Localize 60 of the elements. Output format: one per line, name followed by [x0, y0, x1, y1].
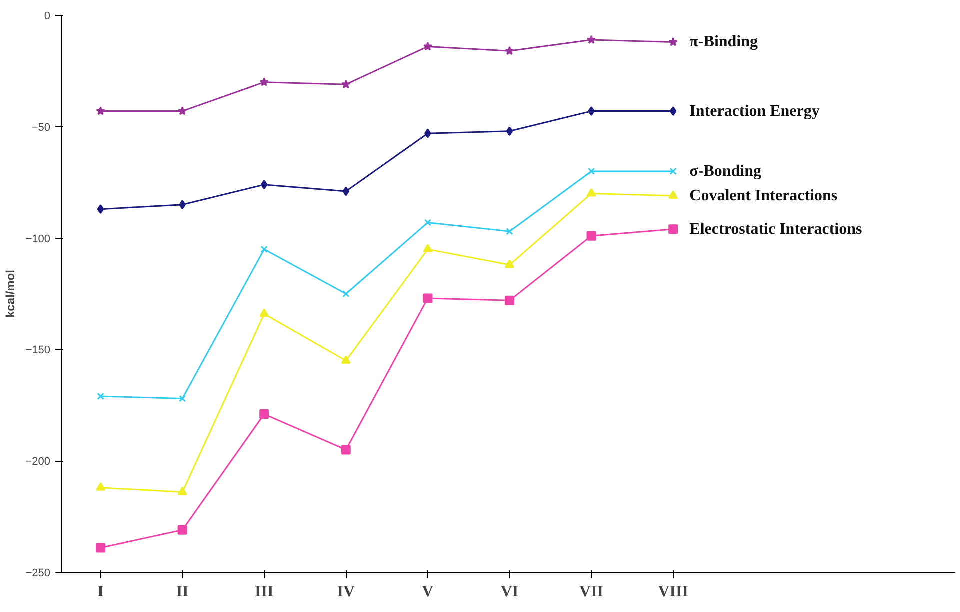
point — [260, 308, 270, 318]
y-tick-label: −250 — [26, 568, 51, 580]
series-label: Interaction Energy — [690, 102, 820, 120]
point — [505, 46, 514, 56]
point — [96, 543, 106, 553]
point — [424, 128, 432, 138]
series-label: Electrostatic Interactions — [690, 220, 862, 238]
point — [586, 231, 596, 241]
x-tick-label: VIII — [658, 584, 688, 600]
point — [586, 35, 596, 44]
x-tick-label: IV — [337, 584, 356, 600]
point — [668, 224, 678, 234]
point — [97, 392, 104, 400]
point — [506, 126, 514, 136]
point — [504, 260, 514, 268]
point — [586, 188, 596, 197]
y-axis-title: kcal/mol — [4, 270, 18, 318]
point — [423, 294, 433, 304]
x-tick-label: III — [255, 584, 274, 600]
point — [668, 190, 678, 200]
point — [342, 290, 350, 298]
y-tick-label: −100 — [26, 233, 51, 246]
point — [670, 106, 677, 116]
x-tick-label: V — [422, 584, 434, 600]
point — [668, 37, 678, 46]
y-tick-label: −50 — [32, 122, 51, 134]
point — [341, 355, 351, 364]
y-tick-label: −150 — [26, 344, 51, 357]
series-label: π-Binding — [690, 34, 758, 51]
point — [504, 296, 514, 306]
point — [342, 186, 350, 196]
point — [424, 219, 432, 226]
y-tick-label: 0 — [44, 10, 51, 22]
series-label: Covalent Interactions — [690, 187, 838, 204]
point — [260, 410, 270, 420]
point — [178, 395, 186, 402]
point — [670, 168, 677, 176]
point — [423, 42, 432, 51]
point — [97, 204, 104, 214]
x-tick-label: I — [98, 584, 104, 600]
x-tick-label: VII — [580, 584, 604, 600]
point — [179, 200, 186, 210]
point — [96, 106, 106, 116]
point — [260, 180, 268, 190]
point — [260, 246, 268, 254]
point — [423, 244, 433, 252]
point — [96, 482, 106, 491]
point — [178, 486, 188, 496]
point — [588, 106, 595, 116]
point — [506, 228, 514, 236]
point — [260, 78, 269, 86]
x-tick-label: II — [176, 584, 189, 600]
point — [178, 106, 188, 116]
y-tick-label: −200 — [26, 456, 51, 468]
series-label: σ-Bonding — [690, 162, 762, 180]
x-tick-label: VI — [500, 584, 519, 600]
point — [588, 168, 596, 176]
point — [342, 80, 351, 89]
point — [178, 525, 188, 535]
point — [341, 445, 351, 455]
